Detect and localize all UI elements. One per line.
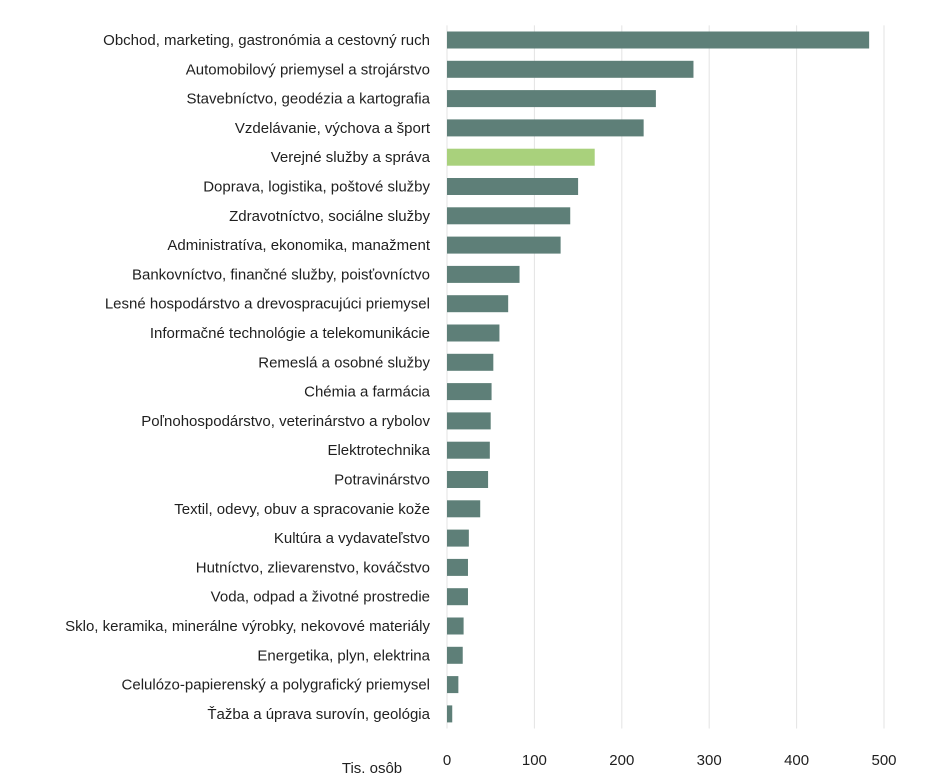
category-label: Voda, odpad a životné prostredie bbox=[211, 589, 430, 606]
bar bbox=[447, 178, 579, 195]
gridlines bbox=[446, 25, 885, 729]
category-label: Informačné technológie a telekomunikácie bbox=[150, 325, 430, 342]
category-label: Vzdelávanie, výchova a šport bbox=[235, 120, 431, 137]
x-tick-label: 0 bbox=[443, 752, 451, 769]
bar bbox=[447, 119, 644, 137]
category-label: Obchod, marketing, gastronómia a cestovn… bbox=[103, 32, 430, 49]
bar bbox=[447, 90, 656, 108]
category-labels: Obchod, marketing, gastronómia a cestovn… bbox=[65, 32, 431, 723]
category-label: Zdravotníctvo, sociálne služby bbox=[229, 208, 430, 225]
bar bbox=[447, 617, 464, 635]
category-label: Kultúra a vydavateľstvo bbox=[274, 530, 430, 547]
bar bbox=[447, 265, 520, 283]
bar bbox=[447, 236, 561, 254]
x-tick-label: 200 bbox=[609, 752, 634, 769]
category-label: Potravinárstvo bbox=[334, 472, 430, 489]
category-label: Elektrotechnika bbox=[327, 442, 430, 459]
category-label: Automobilový priemysel a strojárstvo bbox=[186, 61, 430, 78]
bar bbox=[447, 500, 481, 518]
bar bbox=[447, 558, 468, 576]
category-label: Remeslá a osobné služby bbox=[258, 354, 430, 371]
category-label: Lesné hospodárstvo a drevospracujúci pri… bbox=[105, 296, 430, 313]
category-label: Chémia a farmácia bbox=[304, 384, 431, 401]
bar bbox=[447, 588, 468, 606]
bar bbox=[447, 441, 490, 459]
category-label: Poľnohospodárstvo, veterinárstvo a rybol… bbox=[141, 413, 430, 430]
x-tick-label: 100 bbox=[522, 752, 547, 769]
bar bbox=[447, 529, 469, 547]
x-tick-label: 400 bbox=[784, 752, 809, 769]
x-tick-labels: 0 100 200 300 400 500 bbox=[443, 752, 897, 769]
bar bbox=[447, 148, 595, 166]
category-label: Hutníctvo, zlievarenstvo, kováčstvo bbox=[196, 559, 430, 576]
x-tick-label: 300 bbox=[697, 752, 722, 769]
category-label: Stavebníctvo, geodézia a kartografia bbox=[187, 91, 431, 108]
category-label: Sklo, keramika, minerálne výrobky, nekov… bbox=[65, 618, 430, 635]
x-axis-title: Tis. osôb bbox=[342, 760, 402, 777]
bar bbox=[447, 295, 509, 313]
bar bbox=[447, 31, 870, 49]
category-label: Ťažba a úprava surovín, geológia bbox=[207, 706, 430, 723]
bar bbox=[447, 705, 453, 723]
bar bbox=[447, 60, 694, 78]
bar bbox=[447, 676, 459, 694]
bar bbox=[447, 471, 489, 488]
bar bbox=[447, 412, 491, 430]
category-label: Textil, odevy, obuv a spracovanie kože bbox=[174, 501, 430, 518]
category-label: Doprava, logistika, poštové služby bbox=[203, 179, 430, 196]
bar bbox=[447, 207, 571, 225]
x-tick-label: 500 bbox=[871, 752, 896, 769]
bar bbox=[447, 646, 463, 664]
category-label: Bankovníctvo, finančné služby, poisťovní… bbox=[132, 266, 430, 283]
category-label: Administratíva, ekonomika, manažment bbox=[167, 237, 430, 254]
bar bbox=[447, 383, 492, 401]
bars bbox=[447, 31, 870, 723]
category-label: Verejné služby a správa bbox=[271, 149, 431, 166]
bar bbox=[447, 353, 494, 371]
bar bbox=[447, 324, 500, 342]
category-label: Celulózo-papierenský a polygrafický prie… bbox=[122, 677, 430, 694]
category-label: Energetika, plyn, elektrina bbox=[257, 647, 430, 664]
